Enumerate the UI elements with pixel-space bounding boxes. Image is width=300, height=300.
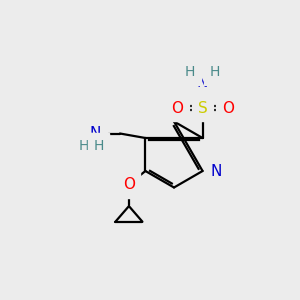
Text: H: H [210, 65, 220, 79]
Text: N: N [210, 164, 221, 178]
Text: N: N [90, 126, 101, 141]
Text: N: N [197, 75, 208, 90]
Text: O: O [222, 100, 234, 116]
Text: H: H [93, 139, 104, 152]
Text: O: O [171, 100, 183, 116]
Text: H: H [79, 139, 89, 152]
Text: O: O [123, 177, 135, 192]
Text: S: S [198, 100, 208, 116]
Text: H: H [185, 65, 195, 79]
